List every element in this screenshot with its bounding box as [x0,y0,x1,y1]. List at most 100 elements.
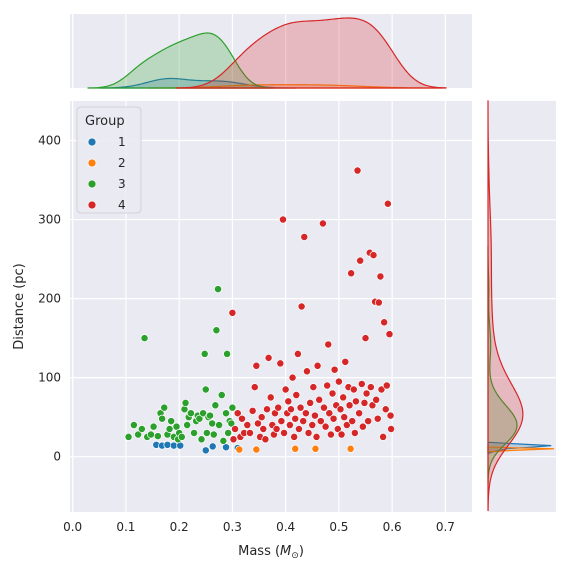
point-group-2 [235,445,244,454]
point-group-4 [364,417,373,426]
point-group-4 [248,406,257,415]
point-group-4 [243,421,252,430]
point-group-4 [323,381,332,390]
point-group-4 [337,430,346,439]
point-group-4 [361,334,370,343]
point-group-4 [297,302,306,311]
point-group-4 [330,365,339,374]
point-group-3 [215,421,224,430]
point-group-4 [362,389,371,398]
point-group-4 [280,429,288,437]
point-group-3 [190,429,199,437]
legend-label-1: 1 [118,135,126,149]
point-group-2 [346,444,355,453]
point-group-4 [329,414,338,423]
point-group-4 [310,411,319,420]
point-group-3 [219,436,228,445]
point-group-4 [345,401,354,410]
y-tick-label: 0 [53,450,61,464]
point-group-4 [342,421,351,430]
point-group-2 [291,444,300,453]
point-group-4 [351,397,360,406]
x-tick-label: 0.1 [116,520,135,534]
legend-marker-1 [87,137,97,147]
point-group-3 [158,414,167,423]
point-group-4 [383,199,392,208]
point-group-4 [360,398,369,407]
x-tick-label: 0.6 [383,520,402,534]
x-tick-label: 0.3 [223,520,242,534]
point-group-4 [336,405,345,414]
point-group-4 [284,397,293,406]
right-kde-group-3 [487,245,518,485]
point-group-4 [379,432,388,441]
point-group-4 [318,219,327,228]
right-kde-group-4 [487,100,524,512]
point-group-3 [186,409,195,418]
point-group-4 [252,361,261,370]
point-group-4 [312,432,321,441]
point-group-4 [387,425,396,433]
point-group-4 [321,422,330,431]
point-group-4 [347,269,356,278]
point-group-4 [309,383,318,392]
point-group-4 [374,298,383,307]
point-group-4 [349,385,358,394]
point-group-4 [373,414,382,423]
point-group-4 [250,383,259,392]
legend-title: Group [85,114,125,129]
point-group-2 [252,445,261,454]
point-group-4 [334,377,343,386]
legend-marker-4 [87,200,97,210]
point-group-4 [348,417,357,426]
x-tick-label: 0.4 [276,520,295,534]
y-tick-label: 200 [38,292,61,306]
point-group-4 [325,409,334,418]
point-group-4 [382,381,391,390]
point-group-4 [263,405,271,414]
point-group-4 [266,393,275,402]
point-group-3 [167,417,176,426]
point-group-4 [238,414,246,423]
point-group-4 [350,429,359,437]
point-group-4 [293,349,302,358]
y-tick-label: 300 [38,213,61,227]
point-group-3 [199,409,208,418]
point-group-4 [274,403,283,412]
point-group-4 [292,391,301,399]
point-group-4 [257,413,266,422]
point-group-4 [369,251,378,260]
legend-label-4: 4 [118,198,126,212]
point-group-4 [288,373,297,382]
point-group-4 [233,409,242,418]
legend-marker-3 [87,179,97,189]
point-group-3 [214,285,222,294]
point-group-4 [304,429,313,437]
top-marginal-area [70,14,472,88]
point-group-3 [165,425,174,433]
point-group-3 [227,419,236,428]
point-group-3 [181,398,190,407]
point-group-3 [129,421,138,430]
point-group-3 [149,422,158,431]
top-kde-group-3 [87,32,274,89]
point-group-3 [177,432,186,441]
x-axis-label: Mass (M⊙) [238,544,304,561]
point-group-4 [246,429,254,437]
point-group-4 [353,166,362,175]
point-group-4 [386,411,395,420]
point-group-4 [231,425,240,433]
point-group-4 [385,330,394,339]
point-group-4 [276,359,285,368]
point-group-4 [320,403,328,412]
y-tick-label: 400 [38,134,61,148]
point-group-4 [306,398,315,407]
point-group-3 [224,429,233,437]
point-group-4 [254,419,262,428]
x-tick-label: 0.2 [170,520,189,534]
point-group-3 [195,414,204,423]
main-scatter-panel [70,101,472,512]
point-group-4 [316,417,325,426]
point-group-4 [295,425,303,433]
